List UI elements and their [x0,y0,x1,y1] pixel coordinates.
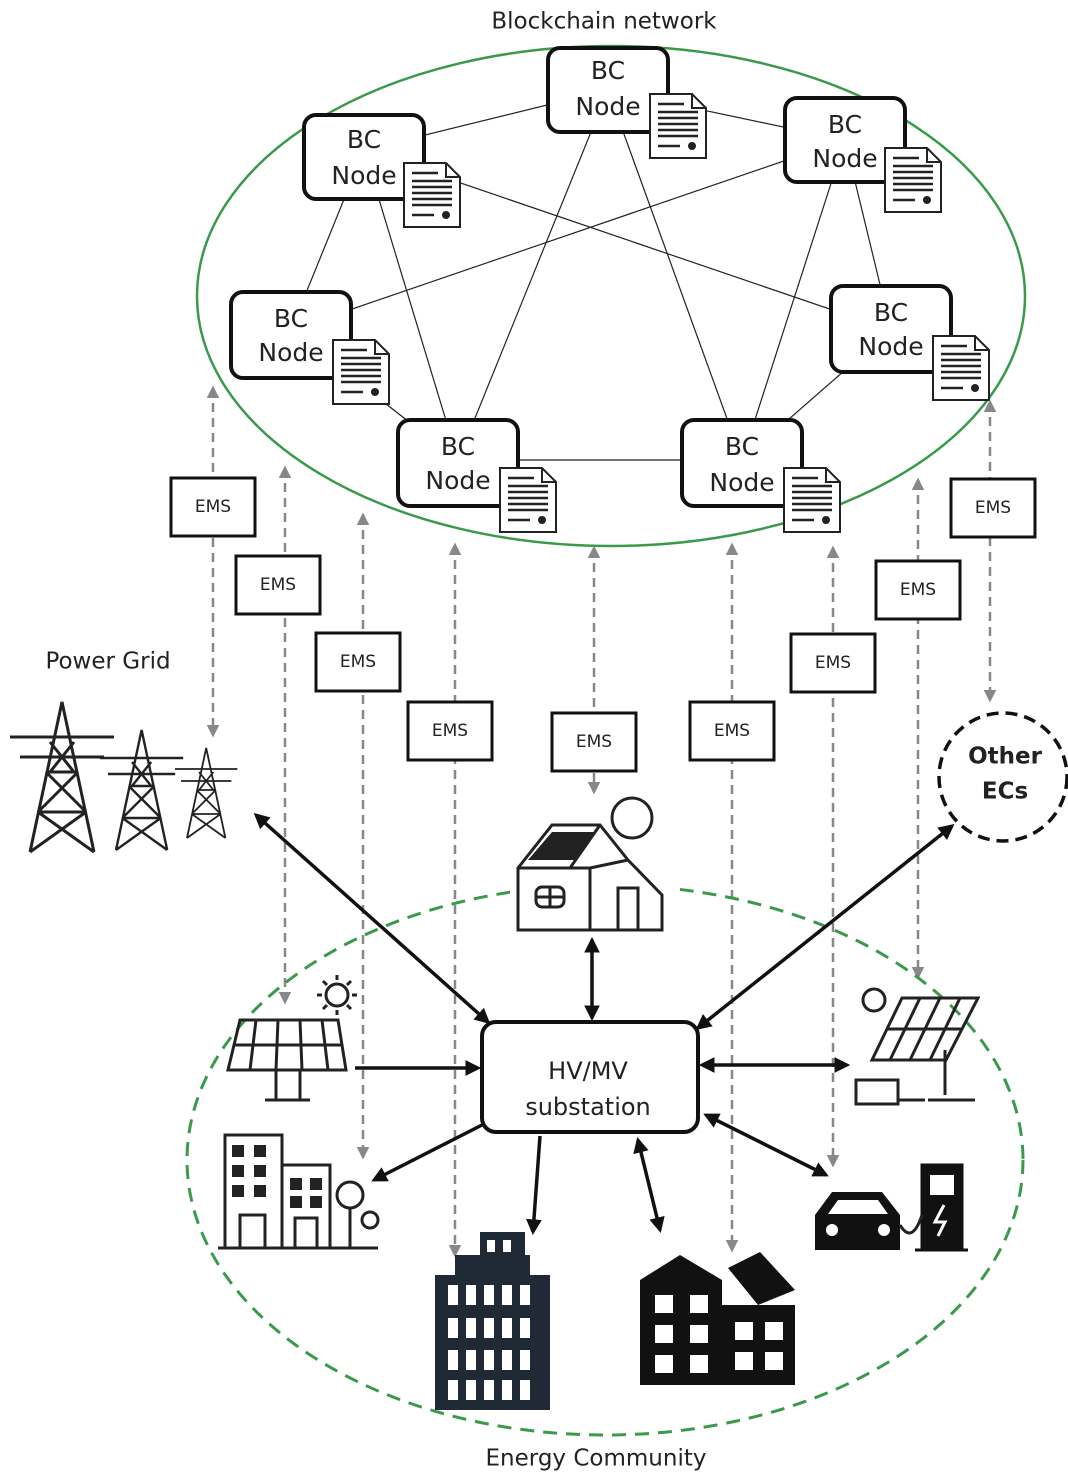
node-label: Node [331,161,396,190]
node-label: BC [441,432,475,461]
node-label: BC [874,298,908,327]
node-label: BC [347,125,381,154]
ems-label: EMS [975,498,1011,518]
node-label: Node [812,144,877,173]
bc-node: BC Node [229,290,391,406]
substation-label: HV/MV [548,1057,628,1085]
substation-box [480,1020,700,1134]
node-label: Node [258,338,323,367]
office-tower-icon [435,1232,550,1410]
bc-node: BC Node [302,113,462,229]
ems-label: EMS [432,721,468,741]
community-label: Energy Community [486,1446,707,1472]
bc-node: BC Node [680,418,842,534]
ems-label: EMS [900,580,936,600]
energy-flows [253,812,955,1236]
city-buildings-icon [218,1133,380,1250]
substation-label: substation [525,1093,651,1121]
bc-node: BC Node [396,418,558,534]
node-label: BC [725,432,759,461]
bc-node: BC Node [546,46,708,160]
node-label: BC [274,304,308,333]
ems-label: EMS [714,721,750,741]
power-grid-icon [8,700,239,854]
ev-charger-icon [815,1163,968,1252]
node-label: Node [709,468,774,497]
node-label: BC [828,110,862,139]
community-boundary [185,883,1025,1437]
house-icon [510,796,680,932]
node-label: Node [858,332,923,361]
solar-battery-icon [854,987,981,1106]
bc-node: BC Node [829,284,991,402]
node-label: Node [425,466,490,495]
ems-label: EMS [260,575,296,595]
ems-label: EMS [815,653,851,673]
ems-label: EMS [576,732,612,752]
other-ecs-circle [937,711,1068,843]
ems-label: EMS [340,652,376,672]
network-title: Blockchain network [491,9,717,35]
node-label: Node [575,92,640,121]
power-grid-label: Power Grid [45,649,170,675]
bc-node: BC Node [783,96,943,214]
ems-boxes [169,476,1037,773]
solar-panel-icon [226,975,357,1102]
apartment-solar-icon [640,1252,795,1385]
node-label: BC [591,56,625,85]
ems-label: EMS [195,497,231,517]
other-ecs-label: Other [968,744,1043,770]
other-ecs-label: ECs [982,779,1028,805]
